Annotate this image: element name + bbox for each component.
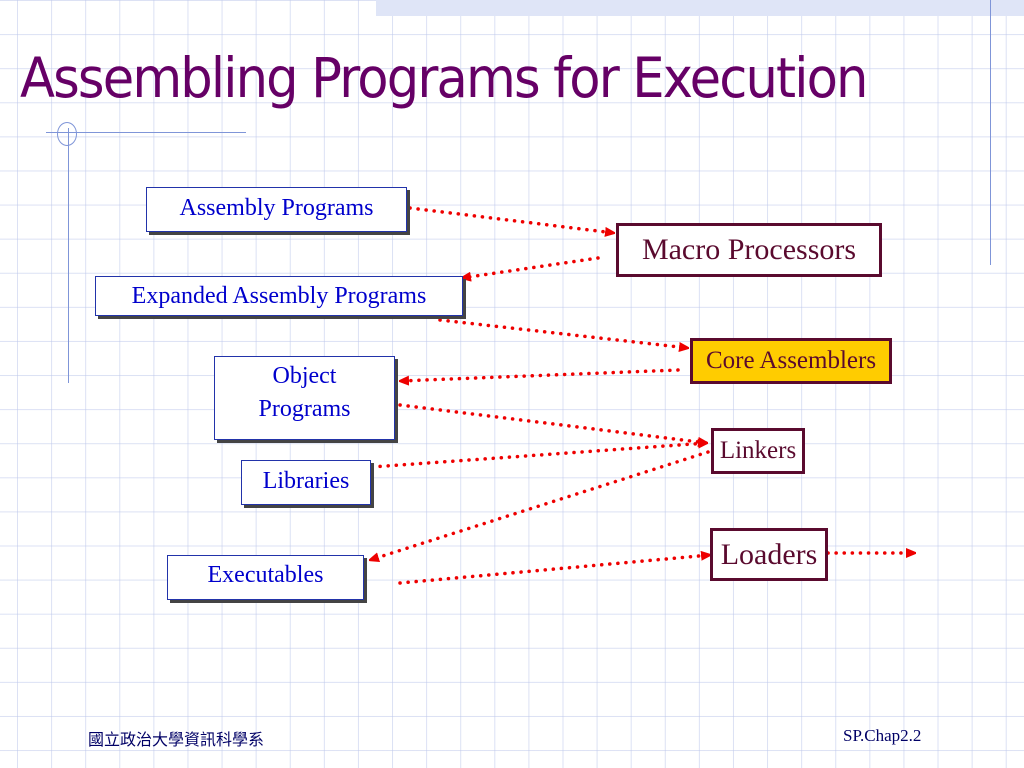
footer-department: 國立政治大學資訊科學系 [88,732,265,749]
node-label: Object Programs [258,363,351,422]
arrow-edge [408,206,616,233]
node-assembly-programs: Assembly Programs [146,187,407,232]
node-loaders: Loaders [710,528,828,581]
arrow-edge [460,256,600,278]
footer-page: SP.Chap2.2 [843,726,922,745]
node-object-programs: Object Programs [214,356,395,440]
node-executables: Executables [167,555,364,600]
arrow-edge [398,368,680,381]
slide-title: Assembling Programs for Execution [20,46,868,110]
node-libraries: Libraries [241,460,371,505]
decor-line [46,132,246,133]
decor-line [990,0,991,265]
arrow-edge [370,443,709,469]
arrow-edge [398,555,712,585]
node-linkers: Linkers [711,428,805,474]
header-band [376,0,1024,16]
node-expanded-assembly-programs: Expanded Assembly Programs [95,276,463,316]
arrow-edge [370,450,710,560]
decor-circle [57,122,77,146]
node-core-assemblers: Core Assemblers [690,338,892,384]
arrow-edge [438,318,690,348]
decor-line [68,128,69,383]
node-macro-processors: Macro Processors [616,223,882,277]
arrow-edge [390,402,709,443]
